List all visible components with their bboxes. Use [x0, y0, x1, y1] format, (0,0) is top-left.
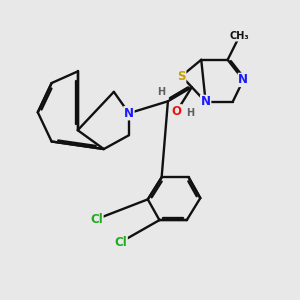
Text: CH₃: CH₃	[230, 31, 249, 41]
Text: S: S	[177, 70, 186, 83]
Text: N: N	[201, 95, 211, 108]
Text: Cl: Cl	[90, 213, 103, 226]
Text: Cl: Cl	[114, 236, 127, 249]
Text: O: O	[172, 105, 182, 118]
Text: N: N	[124, 107, 134, 120]
Text: H: H	[186, 108, 194, 118]
Text: H: H	[157, 88, 165, 98]
Text: N: N	[238, 74, 248, 86]
